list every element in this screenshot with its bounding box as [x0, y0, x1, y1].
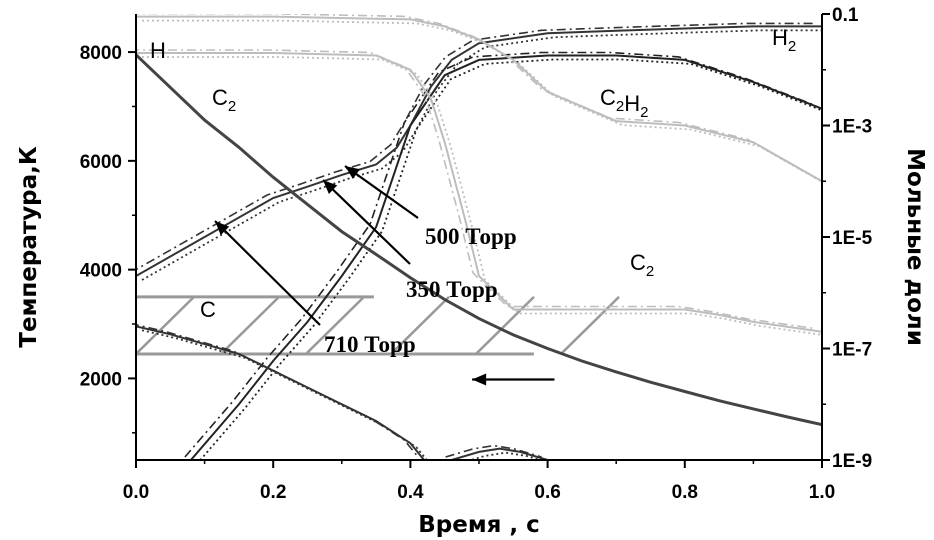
chart-arrows — [214, 165, 555, 386]
y-right-axis-title: Мольные доли — [902, 148, 928, 346]
pressure-350-arrow — [322, 179, 411, 265]
x-tick-label: 0.6 — [534, 482, 560, 503]
pressure-350-arrow-head — [323, 180, 338, 195]
label-c2-mid: C2 — [630, 250, 654, 280]
y-right-tick-label: 1E-3 — [832, 117, 872, 138]
pressure-710-arrow — [214, 220, 321, 326]
series-c2h2-solid — [190, 54, 822, 460]
label-c2-mid-sub: 2 — [646, 263, 654, 280]
series-h-dotted — [142, 19, 822, 183]
hatch-line — [305, 295, 365, 355]
series-h-solid — [136, 15, 822, 183]
series-c2-solid — [136, 52, 822, 333]
y-right-tick-label: 1E-5 — [832, 228, 873, 249]
y-left-tick-label: 8000 — [80, 43, 122, 64]
x-tick-label: 1.0 — [809, 482, 835, 503]
label-c2-top-part: C — [212, 85, 228, 110]
hatch-line — [475, 295, 535, 355]
label-c2h2-part: C — [600, 85, 616, 110]
series-c2-dashdot — [136, 49, 817, 330]
pressure-710-arrow-head — [215, 221, 230, 236]
x-tick-label: 0.4 — [397, 482, 424, 503]
label-h: H — [150, 38, 166, 63]
pressure-500-arrow — [344, 165, 419, 219]
label-c2-top: C2 — [212, 85, 236, 115]
x-axis-title: Время , с — [418, 512, 540, 538]
hatch-line — [135, 295, 195, 355]
label-pressure-710: 710 Торр — [324, 332, 416, 357]
label-c2h2: C2H2 — [600, 85, 648, 121]
label-h2: H2 — [772, 25, 796, 55]
series-c-bump-dashdot — [445, 444, 542, 458]
label-c: C — [200, 297, 216, 322]
label-c2-top-sub: 2 — [228, 98, 236, 115]
series-c-bump-solid — [451, 447, 548, 460]
y-left-tick-label: 2000 — [80, 369, 122, 390]
label-h2-part: H — [772, 25, 788, 50]
chart-curves — [136, 14, 822, 460]
y-right-tick-label: 0.1 — [832, 5, 859, 26]
series-c2h2-dashdot — [184, 51, 817, 458]
x-tick-label: 0.8 — [672, 482, 698, 503]
y-left-tick-label: 4000 — [80, 261, 122, 282]
label-c2h2-part: H — [624, 91, 640, 116]
temperature-direction-arrow-head — [472, 373, 487, 386]
label-h2-sub: 2 — [788, 38, 796, 55]
hatch-line — [390, 295, 450, 355]
hatch-line — [560, 295, 620, 355]
label-c2h2-sub: 2 — [616, 98, 624, 115]
y-right-tick-label: 1E-7 — [832, 340, 872, 361]
chart-axes — [128, 13, 830, 468]
series-h-dashdot — [136, 14, 817, 179]
hatch-line — [220, 295, 280, 355]
y-right-tick-label: 1E-9 — [832, 451, 872, 472]
x-tick-label: 0.0 — [123, 482, 149, 503]
x-tick-label: 0.2 — [260, 482, 286, 503]
y-left-tick-label: 6000 — [80, 152, 122, 173]
y-left-axis-title: Температура,К — [16, 146, 42, 348]
pressure-500-arrow-head — [345, 166, 360, 180]
series-c2-dotted — [142, 56, 822, 336]
label-pressure-350: 350 Торр — [406, 277, 498, 302]
series-h2-dashdot — [136, 22, 816, 271]
chart-labels: 0.0 0.2 0.4 0.6 0.8 1.0 2000 4000 6000 8000 1E-9 1E… — [16, 5, 928, 538]
label-c2h2-sub: 2 — [640, 104, 648, 121]
label-c2-mid-part: C — [630, 250, 646, 275]
label-pressure-500: 500 Торр — [425, 224, 517, 249]
temperature-curve — [136, 53, 822, 427]
